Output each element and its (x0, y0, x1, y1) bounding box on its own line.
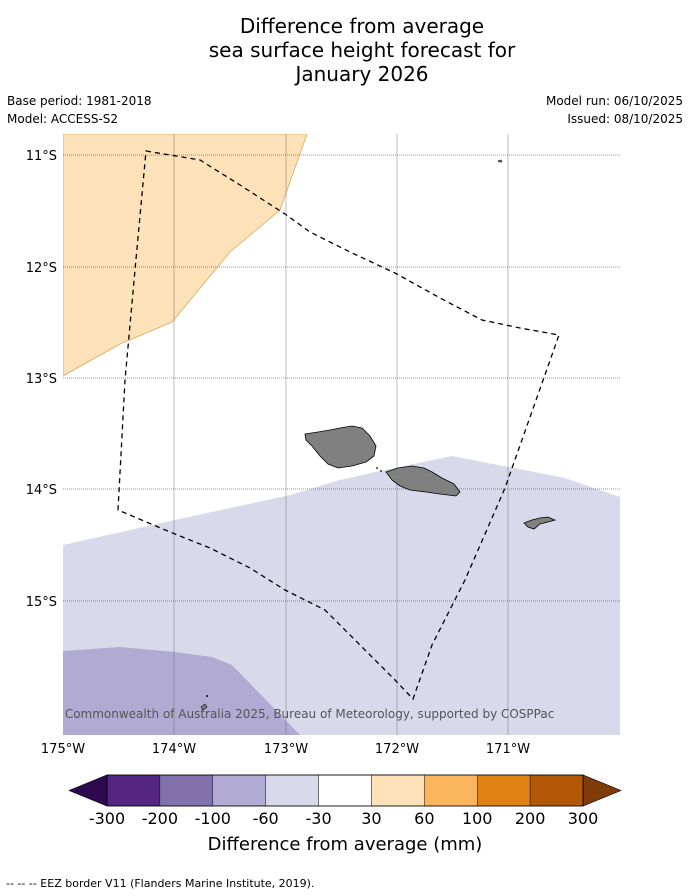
lat-label: 15°S (26, 595, 57, 610)
gridlines (173, 134, 509, 735)
lat-label: 14°S (26, 483, 57, 498)
colorbar-segment (212, 774, 266, 807)
colorbar-tick-label: -300 (89, 809, 125, 828)
map-panel: © Commonwealth of Australia 2025, Bureau… (49, 134, 620, 735)
colorbar-segment (477, 774, 531, 807)
colorbar: -300 -200 -100 -60 -30 30 60 100 200 300 Differen… (68, 774, 622, 855)
colorbar-segment (159, 774, 213, 807)
model-name: Model: ACCESS-S2 (7, 112, 119, 126)
lat-label: 11°S (26, 149, 57, 164)
lon-label: 175°W (41, 742, 85, 757)
colorbar-label: Difference from average (mm) (208, 834, 483, 855)
colorbar-extend-low (68, 774, 108, 807)
colorbar-tick-label: 60 (414, 809, 434, 828)
lon-label: 173°W (264, 742, 308, 757)
copyright-text: © Commonwealth of Australia 2025, Bureau… (49, 707, 554, 721)
colorbar-tick-label: -200 (142, 809, 178, 828)
colorbar-segment (318, 774, 372, 807)
lon-label: 171°W (486, 742, 530, 757)
positive-anomaly-region (63, 134, 308, 377)
colorbar-tick-label: 30 (361, 809, 381, 828)
negative-anomaly-region-dark (63, 647, 300, 735)
savaii-island (304, 425, 377, 469)
colorbar-extend-high (582, 774, 622, 807)
eez-border (117, 150, 560, 701)
apolima-islet (376, 467, 378, 469)
lat-label: 13°S (26, 372, 57, 387)
map-figure: © Commonwealth of Australia 2025, Bureau… (26, 134, 622, 855)
colorbar-frame (106, 774, 584, 807)
lon-label: 174°W (152, 742, 196, 757)
colorbar-segment (529, 774, 584, 807)
lat-label: 12°S (26, 261, 57, 276)
colorbar-tick-label: 100 (462, 809, 493, 828)
small-islet-north (497, 159, 503, 163)
tutuila-island (523, 516, 557, 530)
lon-label: 172°W (375, 742, 419, 757)
small-islet-dot (206, 695, 208, 697)
colorbar-segment (265, 774, 319, 807)
lon-axis-labels: 175°W 174°W 173°W 172°W 171°W (41, 742, 530, 757)
colorbar-tick-label: 200 (515, 809, 546, 828)
manono-islet (380, 470, 382, 472)
colorbar-segment (424, 774, 478, 807)
colorbar-segment (106, 774, 161, 807)
small-islet-south (200, 703, 208, 711)
base-period: Base period: 1981-2018 (7, 94, 152, 108)
issued-date: Issued: 08/10/2025 (567, 112, 683, 126)
title-line-3: January 2026 (295, 62, 429, 86)
model-run: Model run: 06/10/2025 (545, 94, 683, 108)
colorbar-segment (371, 774, 425, 807)
chart-title: Difference from average sea surface heig… (0, 14, 690, 86)
title-line-1: Difference from average (239, 14, 485, 38)
colorbar-tick-label: 300 (568, 809, 599, 828)
upolu-island (385, 465, 461, 497)
colorbar-tick-label: -30 (305, 809, 331, 828)
title-line-2: sea surface height forecast for (208, 38, 516, 62)
colorbar-tick-label: -100 (195, 809, 231, 828)
lat-gridlines (63, 154, 620, 602)
eez-legend-note: -- -- -- EEZ border V11 (Flanders Marine… (6, 877, 315, 890)
colorbar-tick-label: -60 (253, 809, 279, 828)
lat-axis-labels: 11°S 12°S 13°S 14°S 15°S (26, 149, 57, 610)
